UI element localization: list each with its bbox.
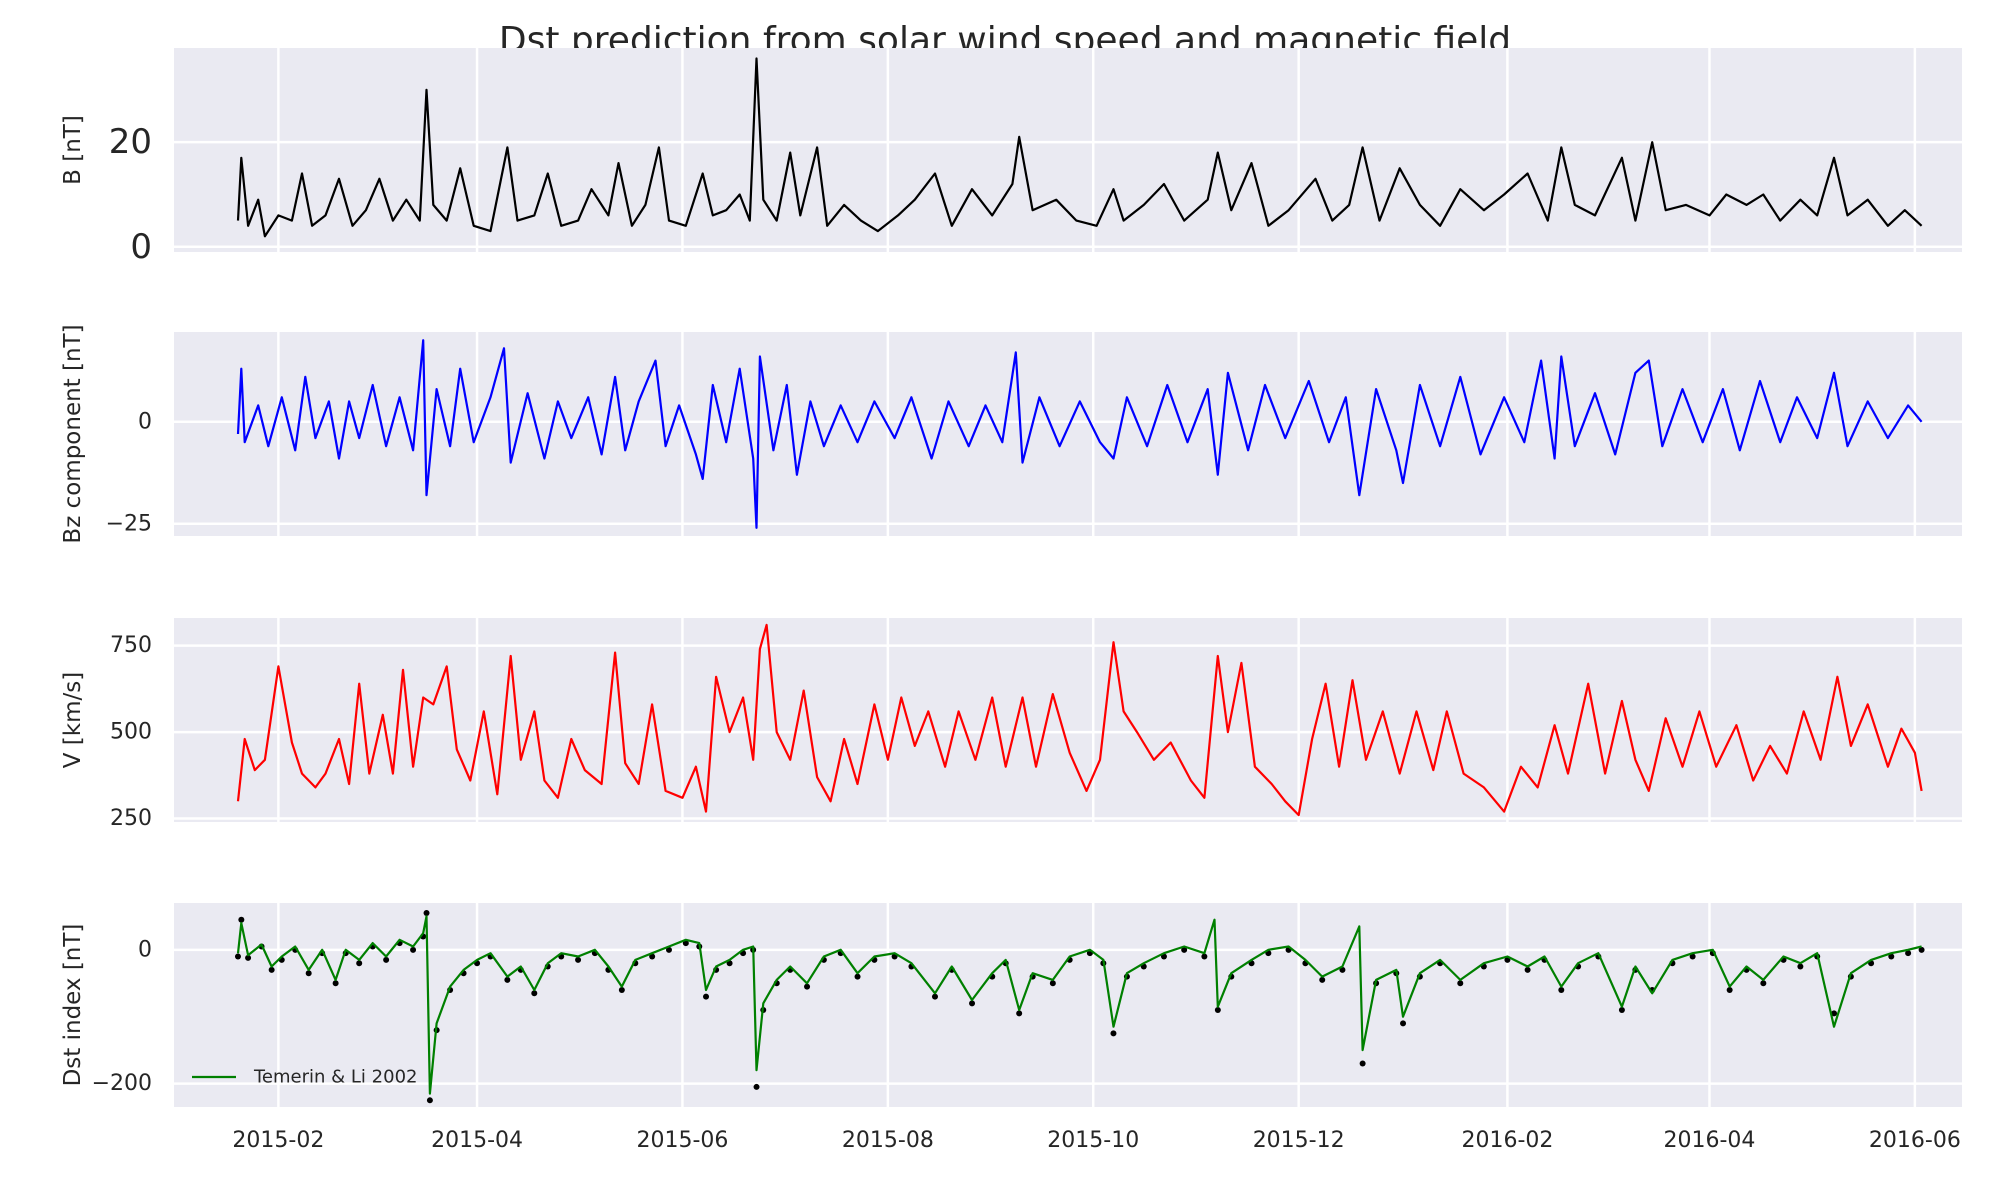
data-point [410, 946, 417, 953]
panel-dst: −200 0 Dst index [nT] Temerin & Li 2002 2015… [60, 903, 1962, 1153]
x-tick-label: 2015-06 [636, 1128, 728, 1153]
data-point [1359, 1060, 1366, 1067]
series-line [236, 915, 1922, 1095]
data-point [238, 916, 245, 923]
y-tick-label: 750 [110, 633, 152, 658]
data-point [383, 956, 390, 963]
panel-bz-background [174, 332, 1962, 536]
data-point [1214, 1007, 1221, 1014]
legend-entry: Temerin & Li 2002 [253, 1067, 417, 1088]
data-point [245, 954, 252, 961]
data-point [575, 956, 582, 963]
data-point [703, 993, 710, 1000]
series-line [236, 57, 1923, 238]
series-b-0 [236, 57, 1923, 238]
series-v-0 [236, 623, 1923, 817]
data-point [753, 1083, 760, 1090]
data-point [1797, 963, 1804, 970]
data-point [649, 953, 656, 960]
x-tick-label: 2015-08 [842, 1128, 934, 1153]
data-point [682, 940, 689, 947]
x-tick-label: 2015-04 [431, 1128, 523, 1153]
y-tick-label: 250 [110, 806, 152, 831]
y-tick-label: −25 [106, 511, 152, 536]
y-tick-label: 0 [138, 409, 152, 434]
data-point [1760, 980, 1767, 987]
data-point [854, 973, 861, 980]
x-tick-label: 2016-06 [1869, 1128, 1961, 1153]
series-bz-0 [236, 339, 1923, 529]
series-dst-1 [236, 915, 1922, 1095]
data-point [665, 946, 672, 953]
data-point [332, 980, 339, 987]
data-point [531, 990, 538, 997]
data-point [1888, 953, 1895, 960]
data-point [423, 910, 430, 917]
data-point [931, 993, 938, 1000]
data-point [1319, 976, 1326, 983]
data-point [268, 966, 275, 973]
data-point [1726, 986, 1733, 993]
data-point [1201, 953, 1208, 960]
data-point [1457, 980, 1464, 987]
panel-v-background [174, 618, 1962, 822]
data-point [1905, 950, 1912, 957]
legend: Temerin & Li 2002 [192, 1067, 417, 1088]
data-point [1016, 1010, 1023, 1017]
x-tick-label: 2015-02 [232, 1128, 324, 1153]
y-axis-label-v: V [km/s] [60, 672, 86, 768]
data-point [1049, 980, 1056, 987]
data-point [1558, 986, 1565, 993]
x-tick-label: 2016-04 [1663, 1128, 1755, 1153]
panel-bz: −25 0 Bz component [nT] [60, 324, 1962, 544]
y-tick-label: 0 [130, 227, 152, 267]
y-axis-label-b: B [nT] [60, 115, 86, 185]
data-point [1689, 953, 1696, 960]
data-point [1831, 1010, 1838, 1017]
series-line [236, 623, 1923, 817]
y-axis-label-dst: Dst index [nT] [60, 924, 86, 1087]
data-point [1618, 1007, 1625, 1014]
panels: 0 20 B [nT] −25 0 Bz component [nT] 250 500 750 V… [60, 48, 1962, 1153]
data-point [804, 983, 811, 990]
x-tick-label: 2015-12 [1253, 1128, 1345, 1153]
data-point [1400, 1020, 1407, 1027]
panel-b-background [174, 48, 1962, 252]
data-point [504, 976, 511, 983]
y-tick-label: 0 [138, 937, 152, 962]
y-tick-label: −200 [92, 1071, 152, 1096]
y-axis-label-bz: Bz component [nT] [60, 324, 86, 543]
data-point [618, 986, 625, 993]
y-tick-label: 500 [110, 720, 152, 745]
data-point [969, 1000, 976, 1007]
panel-dst-background [174, 903, 1962, 1107]
panel-v: 250 500 750 V [km/s] [60, 618, 1962, 831]
panel-b: 0 20 B [nT] [60, 48, 1962, 267]
data-point [1110, 1030, 1117, 1037]
data-point [356, 960, 363, 967]
data-point [1524, 966, 1531, 973]
data-point [234, 953, 241, 960]
x-tick-label: 2015-10 [1047, 1128, 1139, 1153]
x-tick-label: 2016-02 [1461, 1128, 1553, 1153]
data-point [426, 1097, 433, 1104]
data-point [1918, 946, 1925, 953]
y-tick-label: 20 [109, 122, 152, 162]
series-line [236, 339, 1923, 529]
data-point [1181, 946, 1188, 953]
data-point [305, 970, 312, 977]
